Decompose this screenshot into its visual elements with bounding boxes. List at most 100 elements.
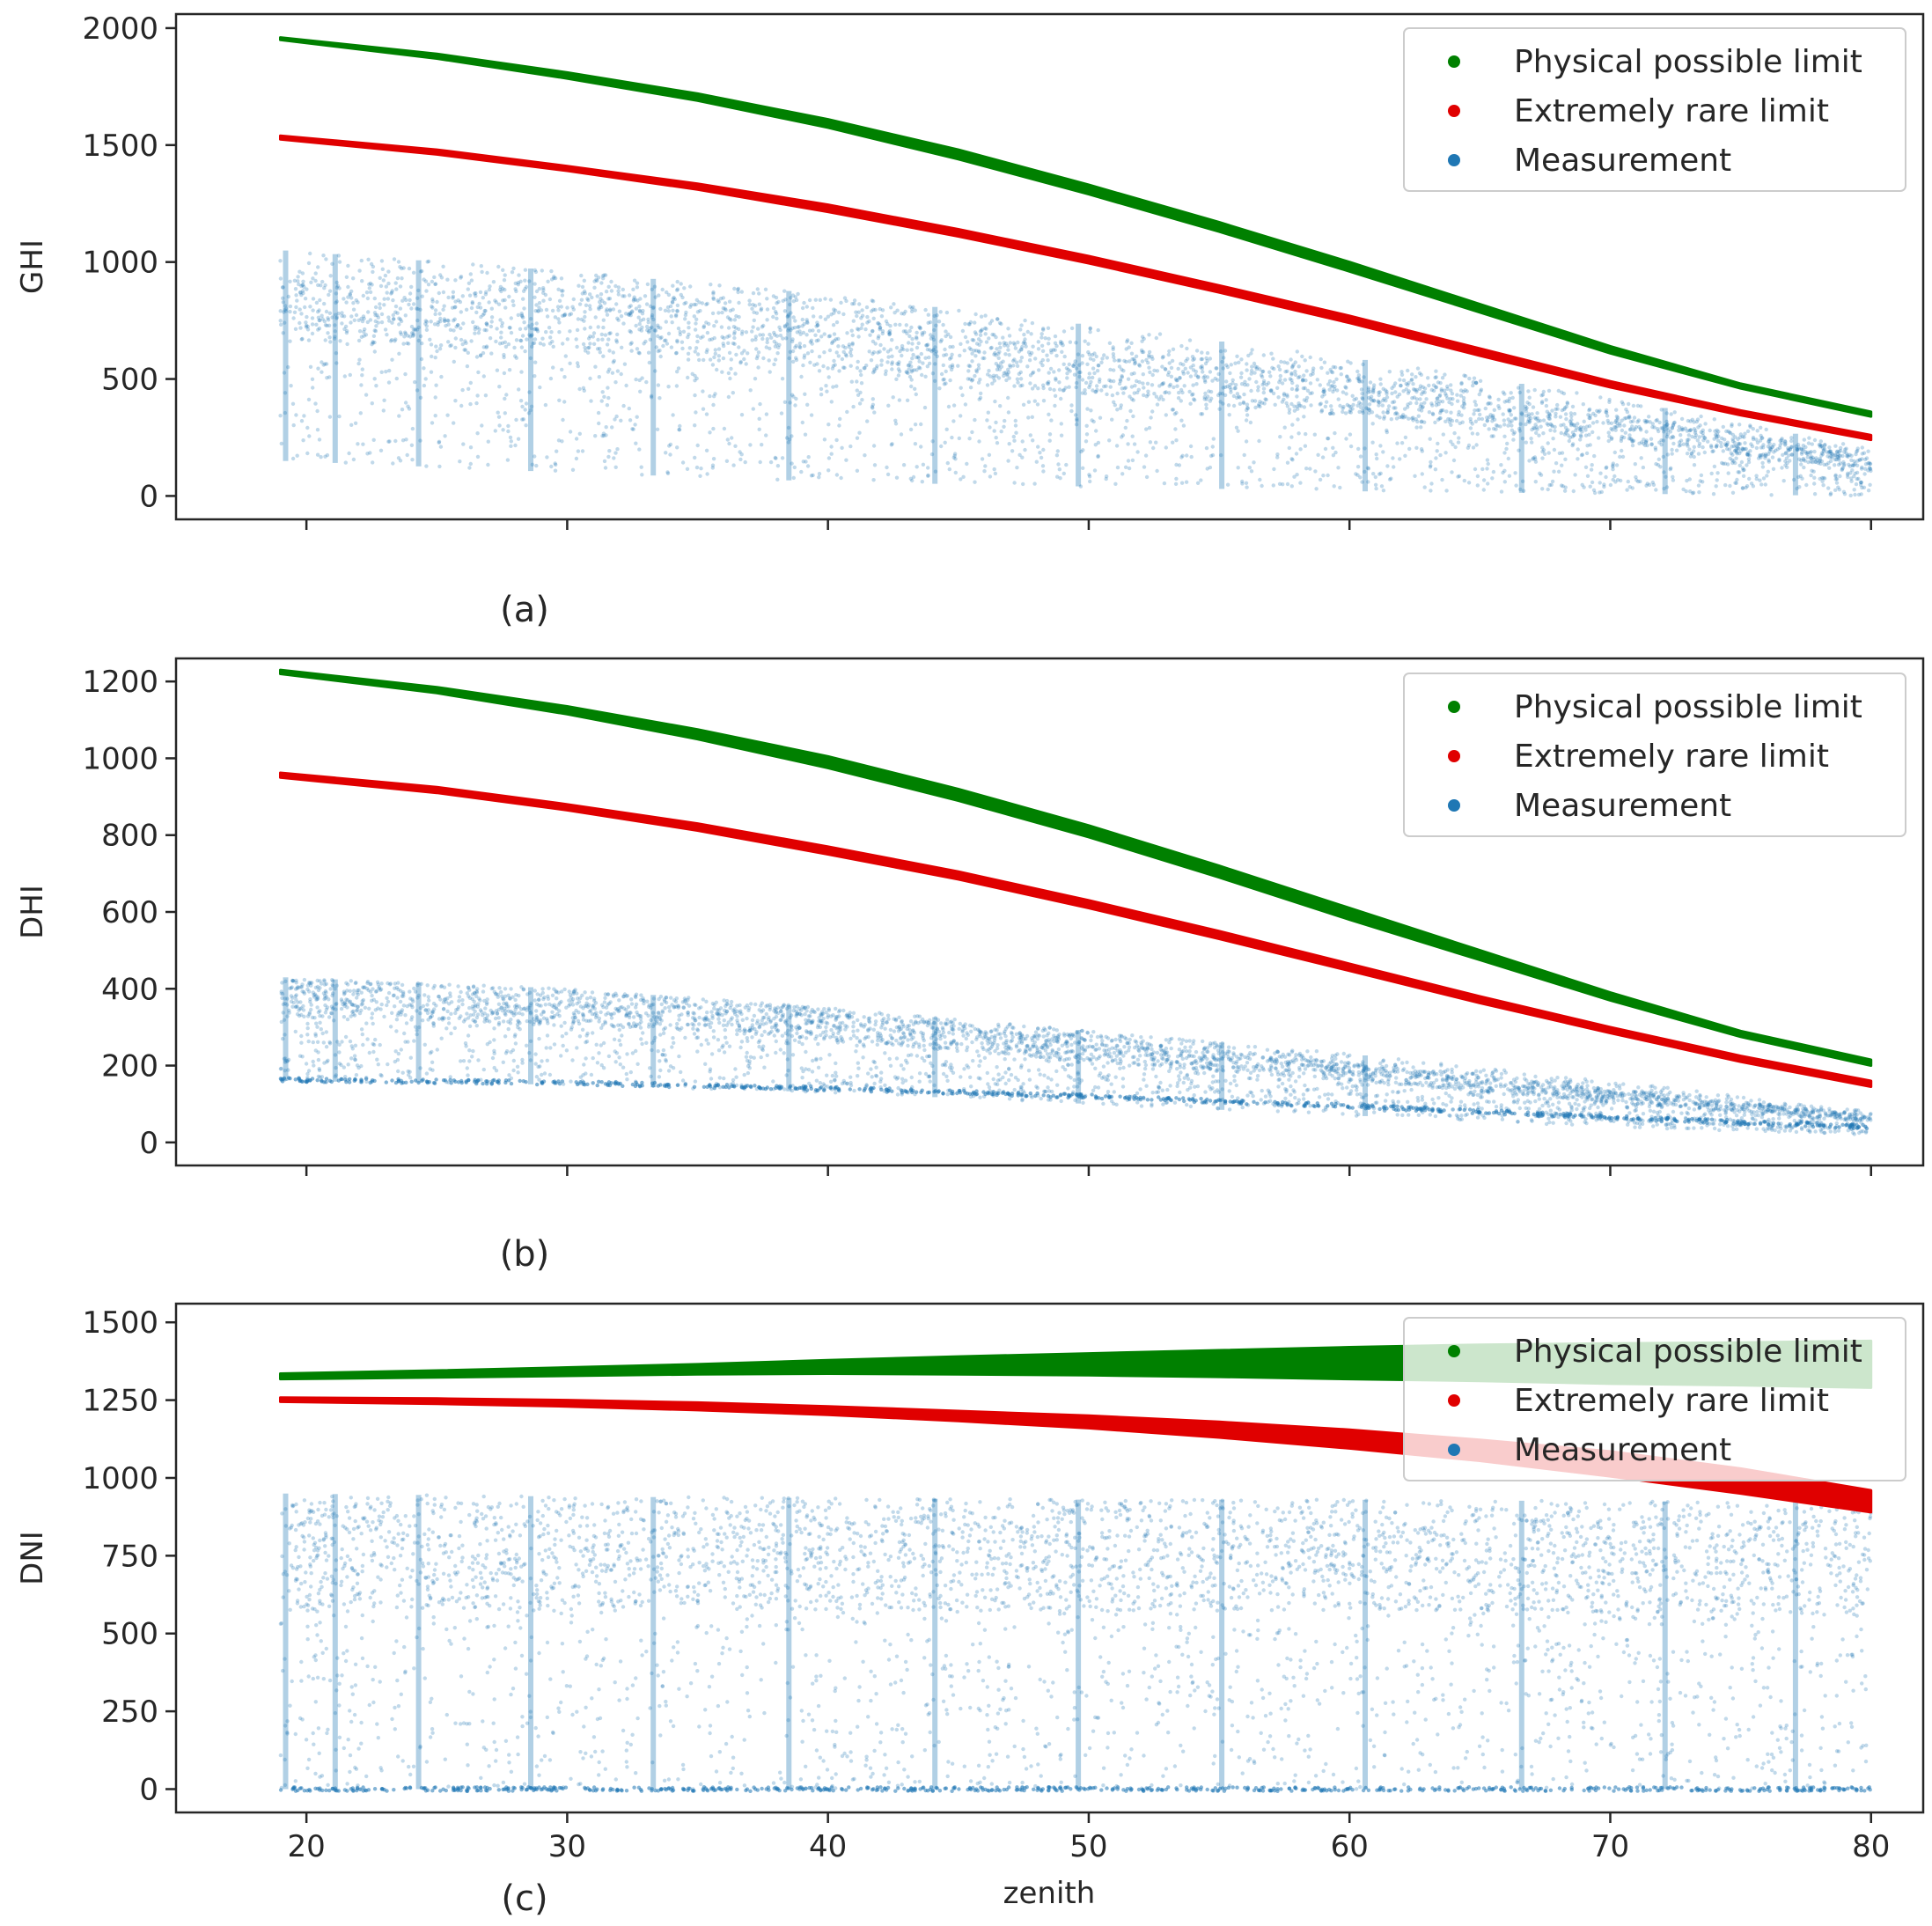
measurement-point — [1473, 380, 1479, 385]
measurement-point — [1287, 445, 1292, 451]
measurement-point — [1465, 389, 1469, 393]
measurement-point — [1304, 467, 1309, 471]
measurement-point — [528, 408, 533, 413]
measurement-point — [968, 386, 973, 390]
measurement-point — [1343, 411, 1348, 415]
measurement-point — [699, 335, 703, 340]
measurement-point — [310, 316, 315, 320]
measurement-point — [640, 312, 645, 316]
measurement-point — [1088, 383, 1092, 387]
measurement-point — [655, 427, 660, 431]
measurement-point — [592, 285, 597, 290]
measurement-point — [1173, 427, 1178, 431]
measurement-point — [1436, 417, 1441, 422]
measurement-point — [411, 331, 415, 336]
measurement-point — [725, 334, 730, 339]
measurement-point — [1164, 367, 1168, 371]
measurement-point — [411, 333, 415, 337]
measurement-point — [1322, 360, 1327, 364]
measurement-point — [871, 402, 876, 407]
measurement-point — [386, 1062, 390, 1067]
measurement-point — [1095, 387, 1099, 393]
measurement-point — [1687, 447, 1692, 452]
measurement-point — [437, 464, 442, 469]
measurement-point — [1715, 428, 1719, 432]
measurement-point — [1018, 359, 1023, 364]
measurement-point — [1170, 358, 1175, 364]
measurement-point — [1358, 475, 1363, 480]
measurement-point — [1856, 476, 1861, 482]
measurement-point — [1781, 452, 1785, 457]
measurement-point — [1627, 437, 1632, 441]
measurement-point — [1615, 424, 1620, 429]
measurement-point — [594, 273, 599, 278]
measurement-point — [758, 459, 762, 465]
measurement-point — [855, 379, 859, 384]
measurement-point — [1835, 449, 1840, 453]
measurement-point — [909, 370, 914, 374]
measurement-point — [1236, 466, 1240, 470]
measurement-point — [601, 276, 606, 281]
measurement-point — [1756, 456, 1761, 460]
measurement-point — [656, 323, 660, 327]
measurement-point — [498, 284, 503, 290]
measurement-point — [805, 402, 810, 407]
measurement-point — [1525, 401, 1530, 405]
measurement-point — [1715, 434, 1719, 438]
measurement-point — [453, 345, 458, 350]
measurement-point — [488, 336, 493, 341]
measurement-point — [1272, 366, 1276, 371]
measurement-point — [702, 324, 707, 328]
measurement-point — [1265, 1048, 1270, 1052]
measurement-point — [1540, 445, 1545, 450]
measurement-point — [1159, 394, 1164, 399]
measurement-point — [1801, 456, 1805, 461]
measurement-point — [893, 422, 899, 426]
measurement-point — [989, 319, 995, 323]
measurement-point — [1589, 467, 1594, 472]
measurement-point — [1775, 447, 1780, 452]
measurement-point — [1120, 433, 1126, 437]
measurement-point — [1358, 454, 1363, 459]
measurement-point — [1393, 411, 1398, 416]
measurement-point — [747, 302, 752, 307]
measurement-point — [1627, 433, 1632, 437]
measurement-point — [901, 347, 906, 352]
measurement-point — [606, 337, 611, 342]
measurement-point — [1108, 379, 1113, 384]
measurement-point — [481, 345, 486, 349]
measurement-point — [1140, 334, 1145, 339]
measurement-point — [576, 449, 581, 453]
measurement-point — [1715, 435, 1719, 440]
measurement-point — [1535, 415, 1540, 421]
measurement-point — [635, 1022, 639, 1027]
measurement-point — [1774, 448, 1778, 452]
measurement-point — [764, 412, 769, 416]
measurement-point — [1491, 434, 1495, 438]
measurement-point — [826, 468, 831, 473]
measurement-point — [631, 298, 636, 303]
measurement-point — [1384, 399, 1388, 403]
panel-label-a: (a) — [500, 590, 549, 630]
measurement-point — [716, 299, 721, 305]
measurement-point — [1693, 430, 1698, 435]
measurement-point — [508, 435, 513, 440]
measurement-point — [497, 423, 502, 428]
measurement-point — [944, 369, 948, 374]
measurement-point — [1282, 392, 1287, 396]
measurement-point — [475, 431, 480, 436]
measurement-point — [1090, 418, 1094, 423]
measurement-point — [1414, 425, 1419, 430]
measurement-point — [870, 298, 874, 303]
measurement-point — [549, 330, 554, 334]
measurement-point — [278, 414, 283, 418]
measurement-point — [701, 389, 705, 393]
measurement-point — [1701, 480, 1705, 484]
measurement-point — [1668, 430, 1673, 434]
measurement-point — [521, 289, 526, 293]
measurement-point — [614, 338, 619, 342]
measurement-point — [753, 304, 758, 308]
measurement-point — [979, 314, 984, 319]
measurement-point — [334, 315, 340, 320]
measurement-point — [1433, 467, 1438, 472]
